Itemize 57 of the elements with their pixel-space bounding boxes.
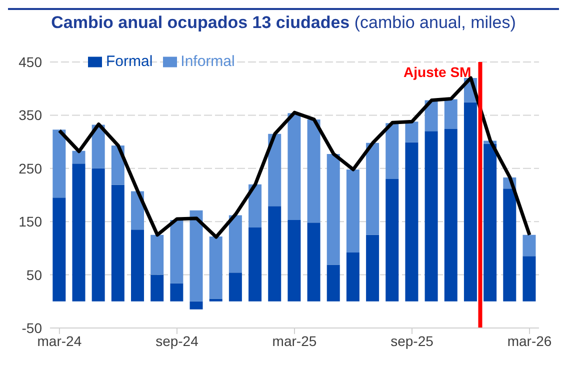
bar bbox=[522, 234, 536, 256]
bar bbox=[386, 179, 399, 302]
y-tick-label: 450 bbox=[18, 54, 42, 70]
chart-title: Cambio anual ocupados 13 ciudades bbox=[51, 13, 350, 32]
bar bbox=[444, 99, 458, 130]
bar bbox=[522, 256, 536, 302]
x-tick-label: sep-24 bbox=[156, 332, 199, 349]
bar bbox=[190, 210, 203, 302]
ref-line-label: Ajuste SM bbox=[404, 64, 472, 80]
bar bbox=[444, 129, 458, 302]
legend-label: Formal bbox=[106, 53, 153, 70]
bar bbox=[150, 274, 164, 302]
bar bbox=[326, 154, 340, 265]
bar bbox=[209, 298, 222, 302]
bar bbox=[248, 184, 262, 228]
bar bbox=[503, 188, 516, 302]
bar bbox=[405, 122, 418, 142]
bar bbox=[288, 113, 301, 220]
bar bbox=[131, 230, 144, 302]
y-tick-label: 50 bbox=[26, 266, 42, 283]
bar bbox=[268, 206, 282, 302]
y-tick-label: 350 bbox=[18, 107, 42, 124]
bar bbox=[52, 130, 66, 198]
y-tick-label: 250 bbox=[18, 160, 42, 176]
x-tick-label: mar-26 bbox=[507, 332, 552, 349]
x-tick-label: sep-25 bbox=[390, 332, 434, 349]
bar bbox=[228, 215, 242, 273]
bar bbox=[228, 272, 242, 302]
bar bbox=[288, 220, 301, 302]
bar bbox=[248, 227, 262, 302]
bar bbox=[150, 234, 164, 275]
x-tick-label: mar-25 bbox=[272, 332, 317, 349]
bar bbox=[386, 123, 399, 180]
bar bbox=[307, 222, 320, 302]
bar bbox=[366, 142, 380, 235]
chart-subtitle: (cambio anual, miles) bbox=[353, 13, 516, 32]
bar bbox=[424, 131, 438, 302]
legend-label: Informal bbox=[180, 53, 235, 70]
bar bbox=[346, 169, 360, 252]
y-tick-label: 150 bbox=[18, 214, 42, 230]
bar bbox=[307, 119, 320, 223]
bar bbox=[346, 252, 360, 302]
bar bbox=[72, 164, 86, 302]
bar bbox=[72, 150, 86, 164]
bar bbox=[190, 301, 203, 310]
bar bbox=[268, 134, 282, 206]
bar bbox=[405, 142, 418, 302]
bar bbox=[484, 144, 497, 302]
bar bbox=[170, 220, 184, 284]
bar bbox=[170, 283, 184, 302]
bar bbox=[111, 184, 124, 302]
bar bbox=[52, 198, 66, 302]
bar bbox=[209, 236, 222, 299]
bar bbox=[366, 234, 380, 302]
bar bbox=[464, 102, 477, 302]
bar bbox=[92, 168, 105, 302]
bar bbox=[326, 264, 340, 302]
